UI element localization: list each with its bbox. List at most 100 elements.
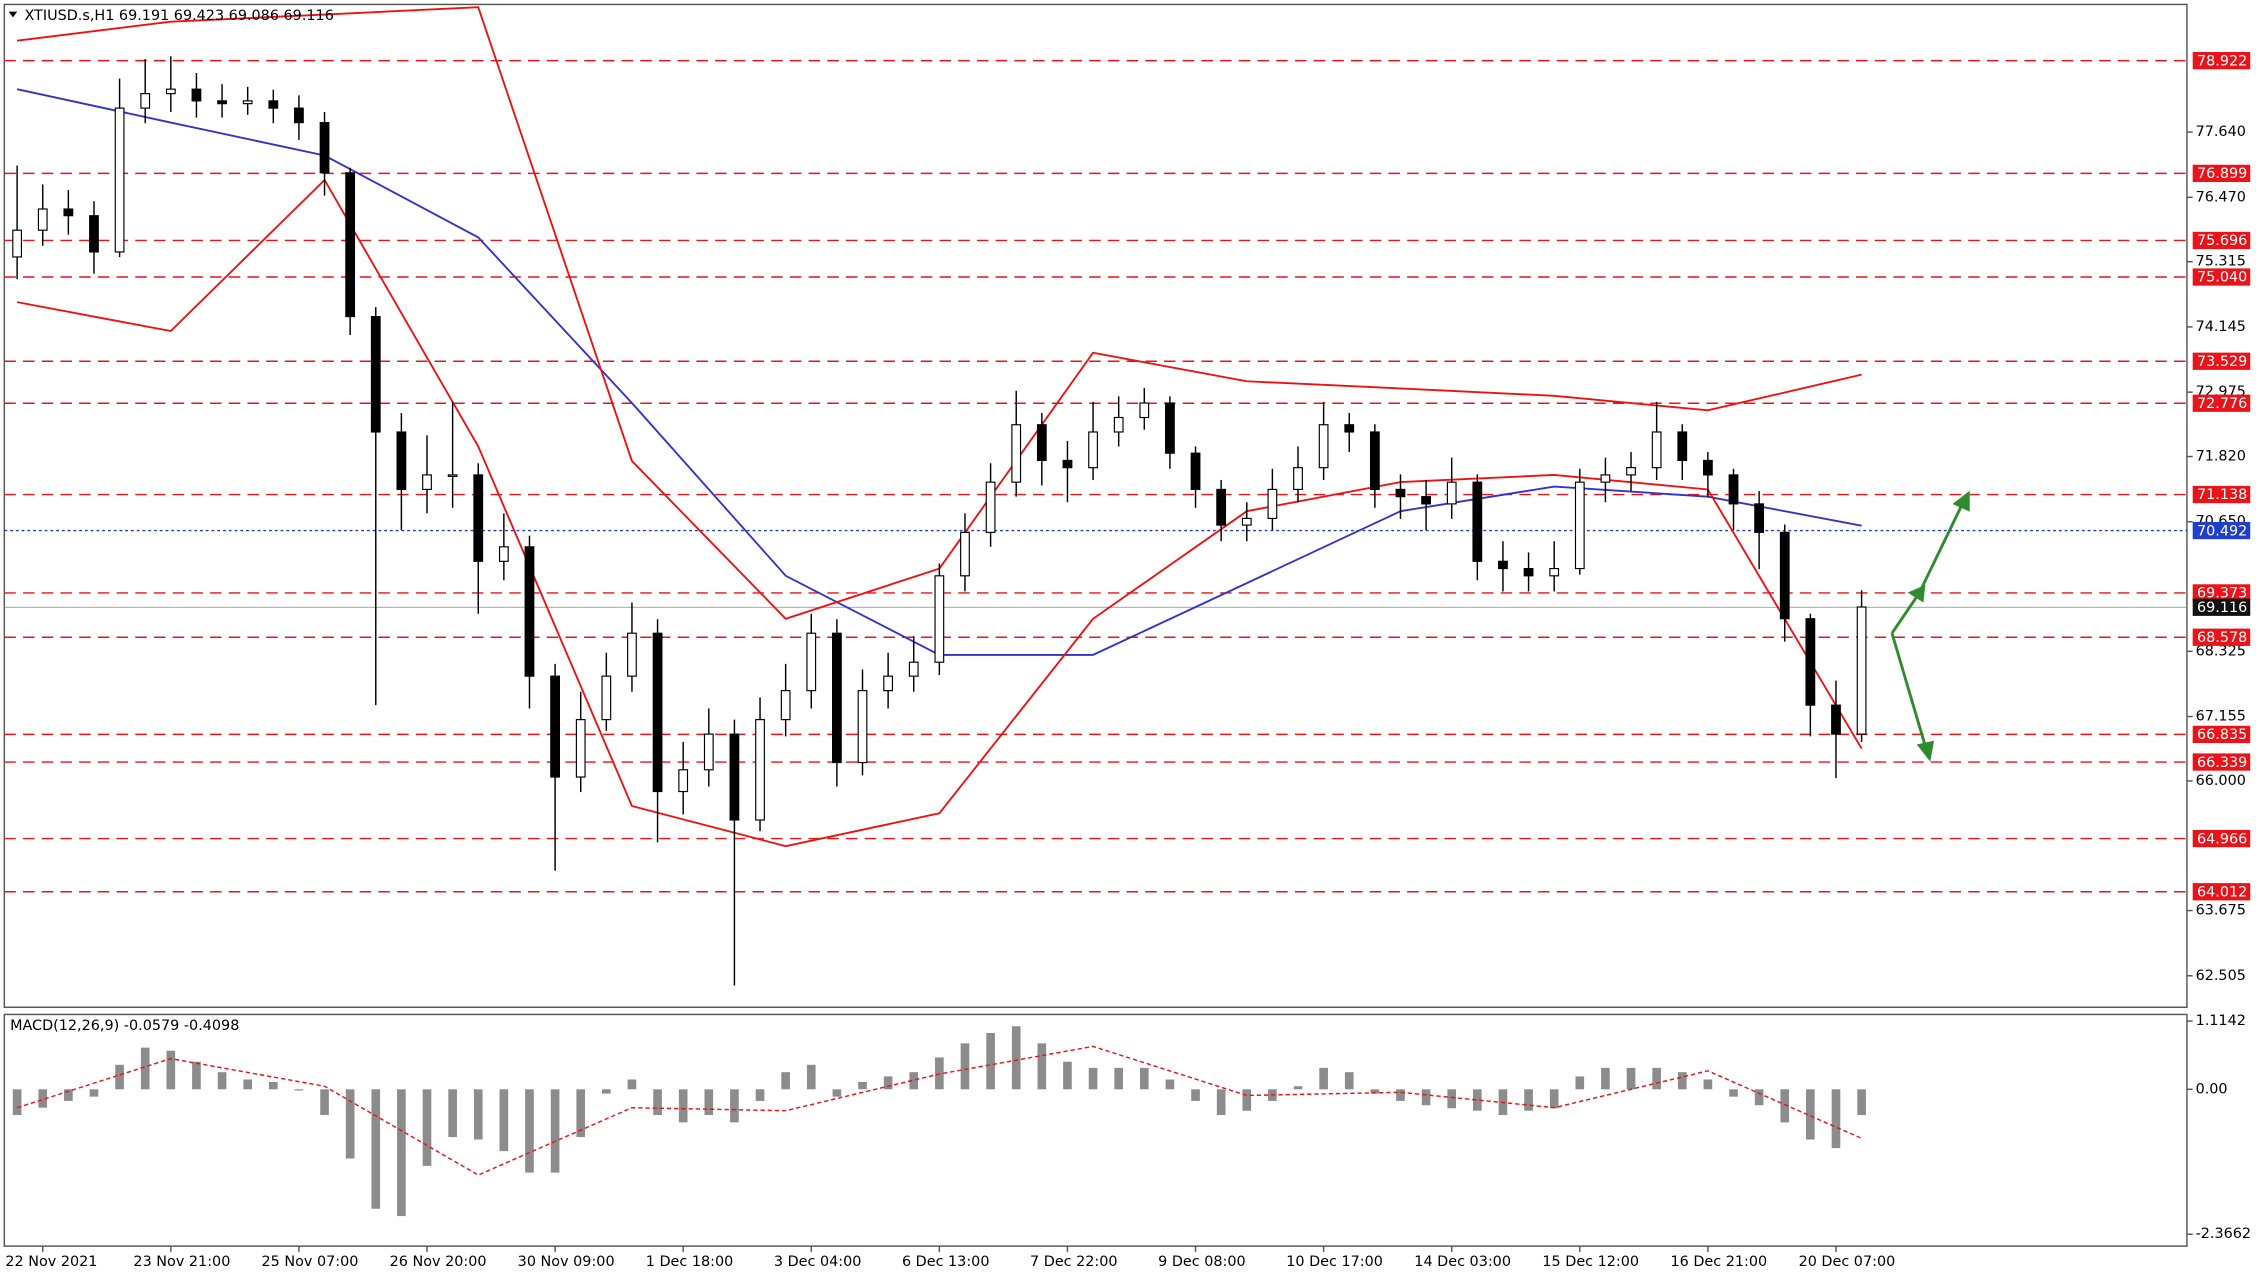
x-tick-label: 7 Dec 22:00 [1030, 1254, 1118, 1270]
candle-body [370, 316, 381, 433]
candle-body [1088, 431, 1098, 469]
macd-bar [1293, 1086, 1303, 1090]
candle-body [1165, 402, 1175, 454]
price-label: 78.922 [2197, 53, 2247, 69]
macd-bar [1857, 1089, 1866, 1116]
candle-body [165, 88, 176, 95]
price-label: 75.696 [2197, 233, 2247, 249]
candle-body [1805, 618, 1816, 706]
macd-bar [448, 1089, 457, 1138]
candle-body [908, 661, 919, 677]
candle-body [473, 474, 484, 562]
macd-bar [832, 1089, 842, 1097]
y-tick-label: 76.470 [2196, 189, 2246, 205]
macd-bar [1344, 1072, 1354, 1090]
macd-bar [89, 1089, 99, 1097]
x-tick-label: 9 Dec 08:00 [1158, 1254, 1246, 1270]
candle-body [12, 229, 23, 258]
macd-bar [1370, 1089, 1380, 1094]
x-tick-label: 1 Dec 18:00 [646, 1254, 734, 1270]
arrow-head [1916, 740, 1935, 762]
candle-body [1523, 567, 1534, 577]
x-tick-label: 16 Dec 21:00 [1670, 1254, 1767, 1270]
macd-bar [1677, 1072, 1687, 1090]
macd-bar [1011, 1026, 1021, 1090]
candle-body [883, 675, 894, 692]
price-label: 64.966 [2197, 831, 2247, 847]
candle-body [1856, 606, 1867, 735]
macd-bar [1037, 1043, 1047, 1090]
x-tick-label: 23 Nov 21:00 [133, 1254, 230, 1270]
y-tick-label: 71.820 [2196, 449, 2246, 465]
macd-bar [909, 1072, 919, 1090]
macd-bar [1549, 1089, 1559, 1109]
macd-bar [268, 1081, 278, 1090]
y-tick-label: 66.000 [2196, 773, 2246, 789]
y-tick-label: 74.145 [2196, 319, 2246, 335]
candle-body [1574, 481, 1585, 570]
price-label: 68.578 [2197, 630, 2247, 646]
price-label: 73.529 [2197, 354, 2247, 370]
candle-body [1779, 531, 1790, 620]
price-label: 64.012 [2197, 884, 2247, 900]
macd-bar [1652, 1067, 1661, 1090]
candle-body [1139, 402, 1150, 419]
candle-body [37, 208, 48, 231]
y-tick-label: -2.3662 [2196, 1226, 2252, 1242]
price-label-box [2192, 598, 2251, 616]
price-label: 69.116 [2197, 600, 2247, 616]
candle-body [960, 531, 970, 577]
macd-bar [960, 1043, 970, 1090]
candle-body [1216, 488, 1227, 526]
candle-body [447, 474, 458, 477]
candle-body [831, 632, 842, 764]
price-label-box [2192, 394, 2251, 412]
candle-body [1831, 704, 1841, 735]
macd-bar [1088, 1067, 1098, 1090]
macd-panel [3, 1013, 2188, 1247]
price-label-box [2192, 628, 2251, 646]
candle-body [601, 675, 612, 721]
y-tick-label: 75.315 [2196, 254, 2246, 270]
x-tick-label: 30 Nov 09:00 [518, 1254, 615, 1270]
x-tick-label: 15 Dec 12:00 [1542, 1254, 1639, 1270]
macd-bar [858, 1081, 867, 1090]
candle-body [857, 690, 868, 764]
candle-body [1113, 416, 1124, 433]
candle-body [345, 172, 356, 318]
macd-bar [1524, 1089, 1533, 1111]
macd-bar [781, 1072, 790, 1090]
candle-body [627, 632, 637, 677]
price-label: 75.040 [2197, 270, 2247, 286]
price-label-box [2192, 521, 2251, 540]
arrow-down [1890, 632, 1927, 746]
macd-bar [883, 1076, 893, 1090]
arrow-up-1 [1890, 592, 1921, 634]
price-label-box [2192, 584, 2251, 602]
x-tick-label: 25 Nov 07:00 [262, 1254, 359, 1270]
x-tick-label: 14 Dec 03:00 [1414, 1254, 1511, 1270]
macd-bar [64, 1089, 73, 1101]
price-label-box [2192, 51, 2251, 70]
macd-title: MACD(12,26,9) -0.0579 -0.4098 [10, 1018, 239, 1034]
price-label: 69.373 [2197, 586, 2247, 602]
candle-body [1318, 424, 1329, 469]
candle-body [1062, 459, 1073, 469]
price-label-box [2192, 725, 2251, 744]
macd-bar [1319, 1067, 1328, 1090]
macd-bar [1396, 1089, 1405, 1101]
price-label: 72.776 [2197, 396, 2247, 412]
price-label-box [2192, 231, 2251, 250]
macd-bar [320, 1089, 329, 1116]
chart-title: XTIUSD.s,H1 69.191 69.423 69.086 69.116 [24, 8, 333, 24]
macd-bar [1216, 1089, 1226, 1116]
x-tick-label: 10 Dec 17:00 [1286, 1254, 1383, 1270]
main-panel [3, 3, 2188, 1008]
macd-bar [653, 1089, 662, 1116]
y-tick-label: 67.155 [2196, 709, 2246, 725]
signal-line [16, 1045, 1862, 1176]
macd-bar [602, 1089, 611, 1094]
macd-bar [806, 1064, 816, 1090]
candle-body [1293, 467, 1303, 490]
candle-body [1728, 474, 1739, 505]
